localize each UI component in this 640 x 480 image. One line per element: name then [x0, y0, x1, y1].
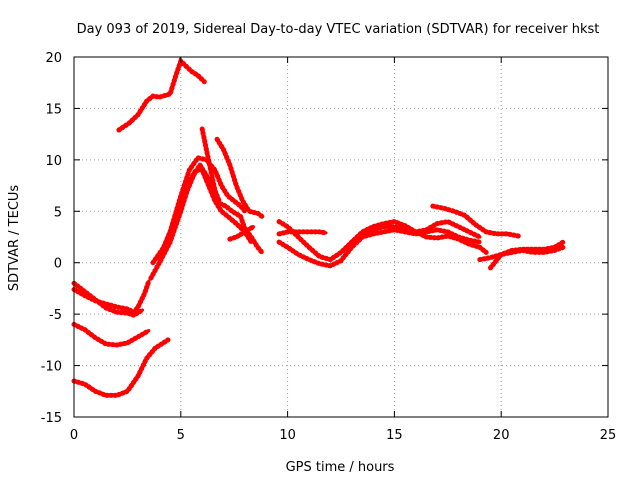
- y-tick-label: -5: [49, 308, 62, 323]
- series-layer: [71, 56, 566, 398]
- series-markers-trace-8: [150, 167, 254, 266]
- series-markers-trace-14: [276, 229, 329, 237]
- x-tick-label: 0: [70, 428, 78, 443]
- y-tick-label: 15: [45, 102, 62, 117]
- x-axis-label: GPS time / hours: [286, 460, 395, 475]
- x-tick-label: 5: [177, 428, 185, 443]
- series-markers-trace-4: [71, 337, 171, 398]
- chart-title: Day 093 of 2019, Sidereal Day-to-day VTE…: [77, 22, 600, 37]
- y-tick-label: -10: [41, 360, 62, 375]
- x-tick-label: 15: [386, 428, 403, 443]
- series-markers-trace-13: [276, 227, 483, 269]
- grid: [74, 57, 608, 417]
- y-tick-label: 10: [45, 154, 62, 169]
- x-tick-label: 25: [600, 428, 617, 443]
- series-markers-trace-3: [71, 321, 152, 348]
- series-markers-trace-11: [227, 224, 256, 242]
- series-markers-trace-10: [214, 136, 265, 219]
- y-axis-label: SDTVAR / TECUs: [7, 185, 22, 292]
- x-tick-label: 10: [279, 428, 296, 443]
- x-tick-label: 20: [493, 428, 510, 443]
- series-markers-trace-18: [488, 239, 566, 271]
- series-markers-trace-12: [276, 218, 483, 263]
- y-tick-label: 0: [54, 257, 62, 272]
- plot-frame: [73, 56, 609, 418]
- axis-ticks: 0 5 10 15 20 25 -15 -10 -5 0 5 10 15 20: [41, 51, 617, 443]
- series-markers-trace-2: [71, 280, 145, 318]
- y-tick-label: -15: [41, 411, 62, 426]
- series-markers-trace-5: [116, 56, 207, 133]
- series-markers-trace-15: [349, 224, 489, 255]
- y-tick-label: 5: [54, 205, 62, 220]
- series-markers-trace-16: [430, 203, 521, 239]
- y-tick-label: 20: [45, 51, 62, 66]
- series-markers-trace-9: [199, 126, 222, 204]
